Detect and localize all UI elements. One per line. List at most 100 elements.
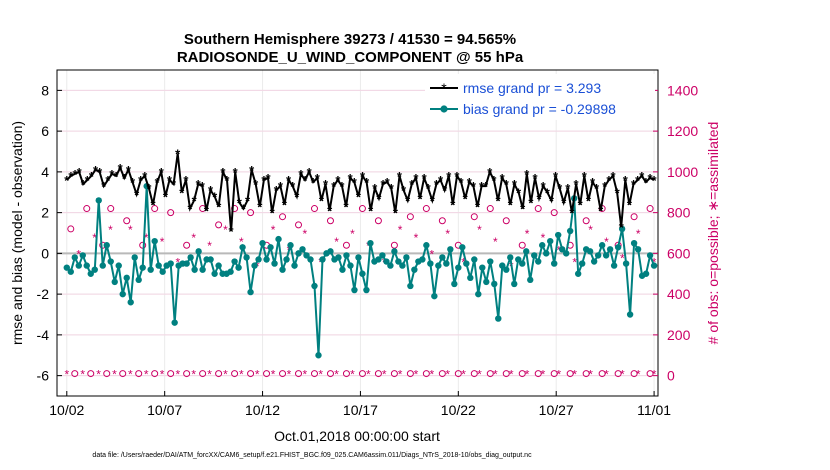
rmse-point: * [171,177,177,192]
rmse-point: * [549,193,555,208]
bias-point [319,256,326,263]
bias-point [87,270,94,277]
bias-point [507,254,514,261]
bias-point [578,260,586,267]
obs-possible-point [422,370,430,378]
rmse-point: * [459,175,465,190]
y-tick-label: 8 [41,82,49,98]
rmse-point: * [389,181,395,196]
obs-assimilated-point: * [588,223,593,237]
bias-point [503,266,510,273]
bias-point [367,239,374,247]
rmse-point: * [331,179,337,194]
y2-tick-label: 1000 [667,164,698,180]
obs-possible-point [438,370,446,378]
bias-point [139,264,146,271]
bias-point [379,252,386,259]
obs-possible-point [566,370,574,378]
obs-assimilated-point: * [144,368,149,382]
bias-point [495,315,502,322]
bias-point [83,262,90,269]
obs-assimilated-point: * [350,368,355,382]
obs-assimilated-point: * [541,231,546,245]
series-rmse: * * * ** * * * ** * * ******* ******* ******* *** ****… [64,147,657,239]
obs-assimilated-point: * [160,235,165,249]
y-tick-label: 2 [41,205,49,221]
obs-possible-point [107,205,115,213]
bias-point [151,237,158,245]
bias-point [279,266,286,273]
bias-point [590,258,598,265]
bias-point [127,299,134,306]
obs-possible-point [263,370,271,378]
bias-point [515,256,522,263]
bias-point [626,311,634,318]
obs-assimilated-point: * [557,243,562,257]
rmse-point: * [72,167,78,182]
obs-possible-point [326,217,334,225]
rmse-point: * [647,171,653,186]
rmse-point: * [167,173,173,188]
obs-possible-point [550,370,558,378]
rmse-point: * [615,185,621,200]
obs-possible-point [502,217,510,225]
bias-point [167,260,174,267]
bias-point [255,256,262,263]
obs-possible-point [135,370,143,378]
rmse-point: * [434,177,440,192]
legend-bias-label: bias grand pr = -0.29898 [463,101,616,117]
bias-point [227,268,234,275]
obs-assimilated-point: * [636,227,641,241]
obs-assimilated-point: * [128,368,133,382]
obs-possible-point [310,370,318,378]
y2-tick-label: 1400 [667,82,698,98]
bias-point [247,288,254,296]
bias-point [431,292,438,300]
obs-assimilated-point: * [108,223,113,237]
rmse-point: * [286,173,292,188]
bias-point [187,254,194,261]
bias-point [634,246,642,253]
rmse-point: * [528,195,534,210]
obs-possible-point [342,370,350,378]
bias-point [283,256,290,263]
rmse-point: * [249,163,255,178]
obs-possible-point [231,370,239,378]
x-tick-label: 10/17 [343,402,378,418]
rmse-point: * [163,189,169,204]
obs-assimilated-point: * [604,235,609,249]
obs-possible-point [215,221,223,229]
bias-point [395,258,402,265]
bias-point [471,256,478,263]
obs-possible-point [390,370,398,378]
rmse-point: * [479,179,485,194]
obs-possible-point [406,213,414,221]
obs-possible-point [646,205,654,213]
bias-point [195,248,202,255]
obs-assimilated-point: * [255,368,260,382]
obs-possible-point [406,370,414,378]
rmse-point: * [532,171,538,186]
series-obs_possible_low [71,370,654,378]
bias-line [66,186,656,356]
y2-tick-label: 600 [667,245,691,261]
y-tick-label: -6 [37,368,50,384]
obs-possible-point [582,370,590,378]
bias-point [291,262,298,269]
rmse-point: * [216,200,222,215]
rmse-point: * [265,171,271,186]
bias-point [491,280,498,288]
rmse-point: * [77,165,83,180]
obs-assimilated-point: * [398,368,403,382]
rmse-point: * [151,197,157,212]
x-tick-label: 11/01 [637,402,671,418]
obs-possible-point [374,217,382,225]
y-tick-label: -4 [37,327,50,343]
bias-point [650,262,658,269]
rmse-point: * [405,193,411,208]
rmse-point: * [442,183,448,198]
rmse-point: * [417,191,423,206]
obs-assimilated-point: * [493,235,498,249]
rmse-point: * [311,175,317,190]
